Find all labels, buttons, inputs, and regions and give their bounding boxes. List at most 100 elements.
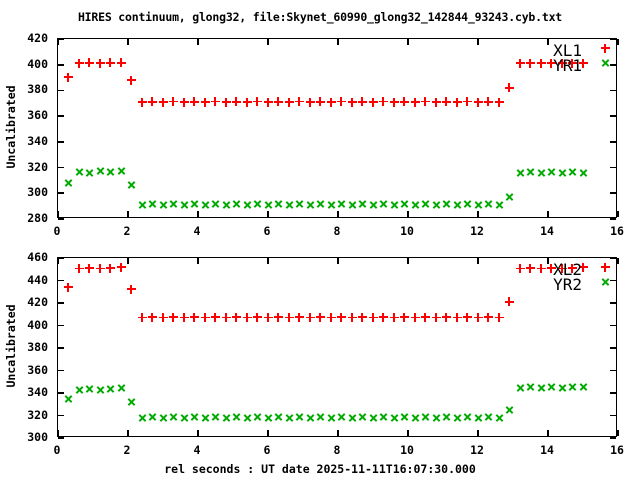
data-point: [64, 73, 73, 83]
data-point: [431, 97, 441, 107]
data-point: [306, 200, 315, 209]
y-tick-right: [610, 392, 616, 394]
data-point: [232, 312, 241, 322]
data-point: [127, 181, 136, 190]
data-point: [421, 312, 430, 322]
data-point: [526, 168, 535, 177]
data-point: [106, 263, 115, 273]
x-axis-title: rel seconds : UT date 2025-11-11T16:07:3…: [164, 462, 476, 476]
data-point: [463, 200, 472, 209]
x-tick-label: 6: [263, 224, 271, 238]
data-point: [95, 264, 105, 274]
data-point: [232, 413, 241, 422]
data-point: [463, 97, 472, 107]
data-point: [242, 97, 252, 107]
data-point: [295, 200, 304, 209]
y-tick-right: [610, 437, 616, 439]
data-point: [484, 97, 493, 107]
data-point: [347, 313, 357, 323]
x-tick-top: [617, 258, 619, 264]
data-point: [494, 97, 504, 107]
data-point: [421, 97, 430, 107]
data-point: [526, 383, 535, 392]
x-tick: [127, 211, 129, 217]
data-point: [253, 97, 262, 107]
x-tick-label: 16: [610, 443, 624, 457]
data-point: [453, 200, 462, 209]
y-tick-label: 380: [27, 340, 48, 354]
data-point: [211, 312, 220, 322]
y-tick-right: [610, 63, 616, 66]
y-tick-label: 460: [27, 250, 48, 264]
data-point: [495, 200, 504, 209]
y-tick-right: [610, 324, 616, 327]
data-point: [96, 385, 105, 394]
data-point: [348, 200, 357, 209]
data-point: [368, 313, 378, 323]
data-point: [558, 383, 567, 392]
plot-area-bottom: XL2 YR2: [57, 257, 619, 439]
y-tick: [58, 257, 64, 259]
data-point: [516, 383, 525, 392]
data-point: [179, 97, 189, 107]
data-point: [400, 97, 409, 107]
data-point: [148, 97, 157, 107]
x-tick-top: [407, 39, 409, 45]
data-point: [274, 312, 283, 322]
data-point: [400, 413, 409, 422]
data-point: [190, 200, 199, 209]
data-point: [400, 200, 409, 209]
x-tick-top: [547, 258, 549, 264]
data-point: [337, 97, 346, 107]
data-point: [253, 200, 262, 209]
legend-label: XL2: [553, 260, 582, 279]
legend-marker: [601, 278, 610, 287]
data-point: [379, 413, 388, 422]
x-tick: [337, 211, 339, 217]
x-tick: [57, 430, 59, 436]
data-point: [505, 405, 514, 414]
x-tick-label: 2: [123, 224, 131, 238]
x-tick-label: 10: [400, 443, 414, 457]
y-tick: [58, 141, 64, 143]
y-tick: [58, 392, 64, 394]
legend-marker: [601, 43, 610, 53]
y-tick-right: [610, 38, 616, 40]
data-point: [274, 200, 283, 209]
legend-label: YR2: [553, 275, 582, 294]
data-point: [568, 383, 577, 392]
data-point: [411, 200, 420, 209]
legend-label: YR1: [553, 56, 582, 75]
data-point: [348, 413, 357, 422]
data-point: [306, 413, 315, 422]
data-point: [547, 383, 556, 392]
data-point: [221, 313, 231, 323]
x-tick: [197, 211, 199, 217]
data-point: [85, 58, 94, 68]
y-tick-label: 320: [27, 159, 48, 174]
data-point: [64, 394, 73, 403]
y-tick: [58, 324, 64, 327]
data-point: [421, 200, 430, 209]
plot-area-top: XL1 YR1: [57, 38, 619, 220]
data-point: [127, 285, 136, 294]
data-point: [211, 413, 220, 422]
plot-panel-top: XL1 YR1: [57, 38, 619, 220]
data-point: [264, 413, 273, 422]
data-point: [148, 200, 157, 209]
data-point: [232, 97, 241, 107]
data-point: [410, 97, 420, 107]
y-axis-title-top: Uncalibrated: [4, 85, 18, 169]
data-point: [158, 313, 168, 323]
legend-entry-xl1: XL1: [496, 41, 616, 60]
legend-label: XL1: [553, 41, 582, 60]
data-point: [463, 413, 472, 422]
x-tick-top: [197, 39, 199, 45]
y-tick: [58, 369, 64, 372]
x-tick-label: 8: [333, 224, 341, 238]
data-point: [127, 75, 136, 85]
y-tick: [58, 115, 64, 117]
y-tick-right: [610, 279, 616, 282]
data-point: [159, 200, 168, 209]
data-point: [137, 97, 147, 107]
